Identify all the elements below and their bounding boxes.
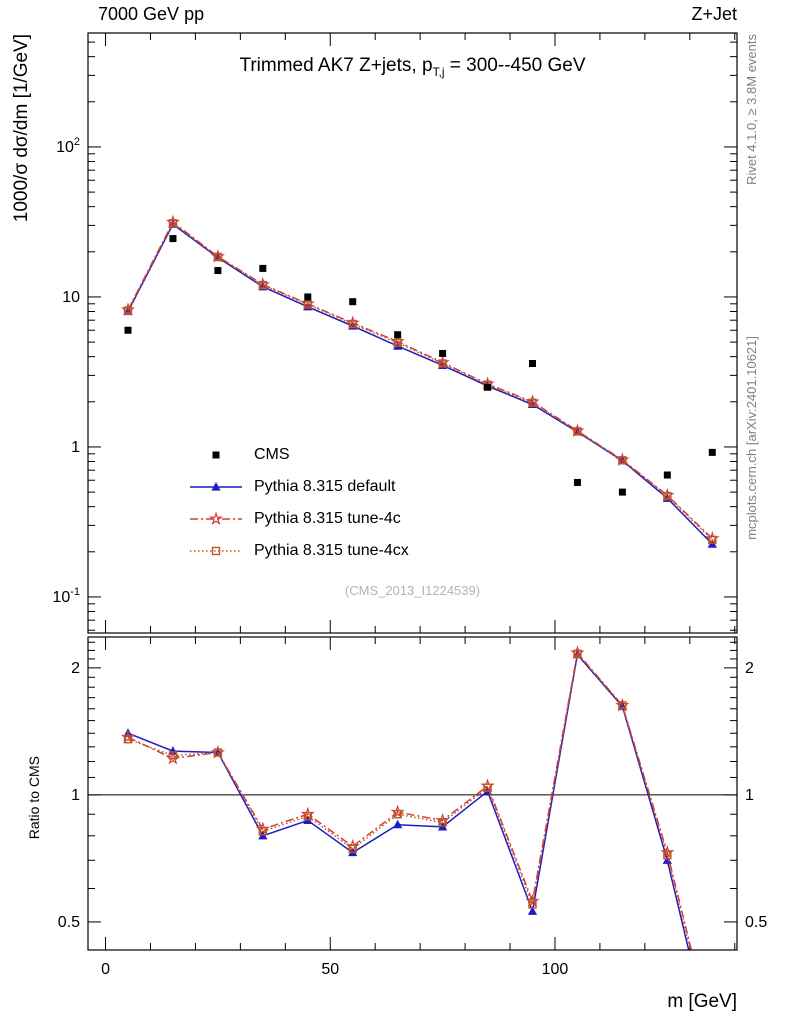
svg-text:1: 1	[71, 787, 80, 804]
svg-text:10: 10	[62, 289, 80, 306]
plot-title-prefix: Trimmed AK7 Z+jets, p	[239, 55, 433, 76]
series-pythia-8-315-tune-4c-ratio	[120, 645, 693, 950]
plot-title: Trimmed AK7 Z+jets, pT,j = 300--450 GeV	[88, 55, 737, 79]
svg-text:0: 0	[101, 961, 110, 978]
legend-marker-filled-square	[212, 451, 220, 459]
process-label: Z+Jet	[691, 4, 737, 24]
main-ticks	[88, 33, 737, 633]
legend-label: CMS	[254, 446, 290, 463]
svg-text:2: 2	[745, 660, 754, 677]
panel-frame	[87, 636, 738, 951]
ratio-tick-labels: 2 2 1 1 0.5 0.5 0 50 100	[58, 660, 768, 978]
legend-marker-open-star	[190, 511, 242, 526]
series-pythia-8-315-tune-4cx-ratio	[123, 649, 691, 950]
svg-text:50: 50	[321, 961, 339, 978]
svg-text:102: 102	[56, 136, 80, 156]
legend-marker-open-square	[190, 546, 242, 556]
legend-item-pythia-8-315-tune-4c: Pythia 8.315 tune-4c	[188, 503, 409, 535]
main-panel: 102 10 1 10-1	[52, 33, 737, 633]
mcplots-attribution-label: mcplots.cern.ch [arXiv:2401.10621]	[744, 336, 759, 540]
legend-marker-filled-triangle	[190, 482, 242, 491]
y-axis-label-ratio: Ratio to CMS	[26, 756, 42, 840]
svg-text:100: 100	[542, 961, 569, 978]
legend-item-cms: CMS	[188, 439, 409, 471]
legend-item-pythia-8-315-tune-4cx: Pythia 8.315 tune-4cx	[188, 535, 409, 567]
legend-label: Pythia 8.315 tune-4cx	[254, 542, 409, 559]
panel-frame	[87, 32, 738, 634]
series-pythia-8-315-default-ratio	[123, 649, 690, 950]
ratio-panel: 2 2 1 1 0.5 0.5 0 50 100	[58, 637, 768, 978]
svg-text:2: 2	[71, 660, 80, 677]
y-axis-label-main: 1000/σ dσ/dm [1/GeV]	[11, 34, 32, 223]
rivet-version-label: Rivet 4.1.0, ≥ 3.8M events	[744, 34, 759, 185]
legend: CMS Pythia 8.315 default Pythia 8.315 tune…	[188, 439, 409, 567]
legend-item-pythia-8-315-default: Pythia 8.315 default	[188, 471, 409, 503]
beam-energy-label: 7000 GeV pp	[98, 4, 205, 24]
svg-text:0.5: 0.5	[745, 914, 767, 931]
main-y-tick-labels: 102 10 1 10-1	[52, 136, 80, 606]
svg-text:10-1: 10-1	[52, 586, 80, 606]
legend-label: Pythia 8.315 tune-4c	[254, 510, 401, 527]
ratio-ticks	[88, 637, 737, 950]
svg-text:0.5: 0.5	[58, 914, 80, 931]
series-cms-main	[124, 235, 716, 496]
plot-title-subscript: T,j	[432, 64, 445, 79]
svg-text:1: 1	[745, 787, 754, 804]
svg-text:1: 1	[71, 439, 80, 456]
plot-title-suffix: = 300--450 GeV	[444, 55, 586, 76]
legend-label: Pythia 8.315 default	[254, 478, 396, 495]
analysis-id-watermark: (CMS_2013_I1224539)	[344, 583, 481, 598]
x-axis-label: m [GeV]	[667, 991, 737, 1012]
